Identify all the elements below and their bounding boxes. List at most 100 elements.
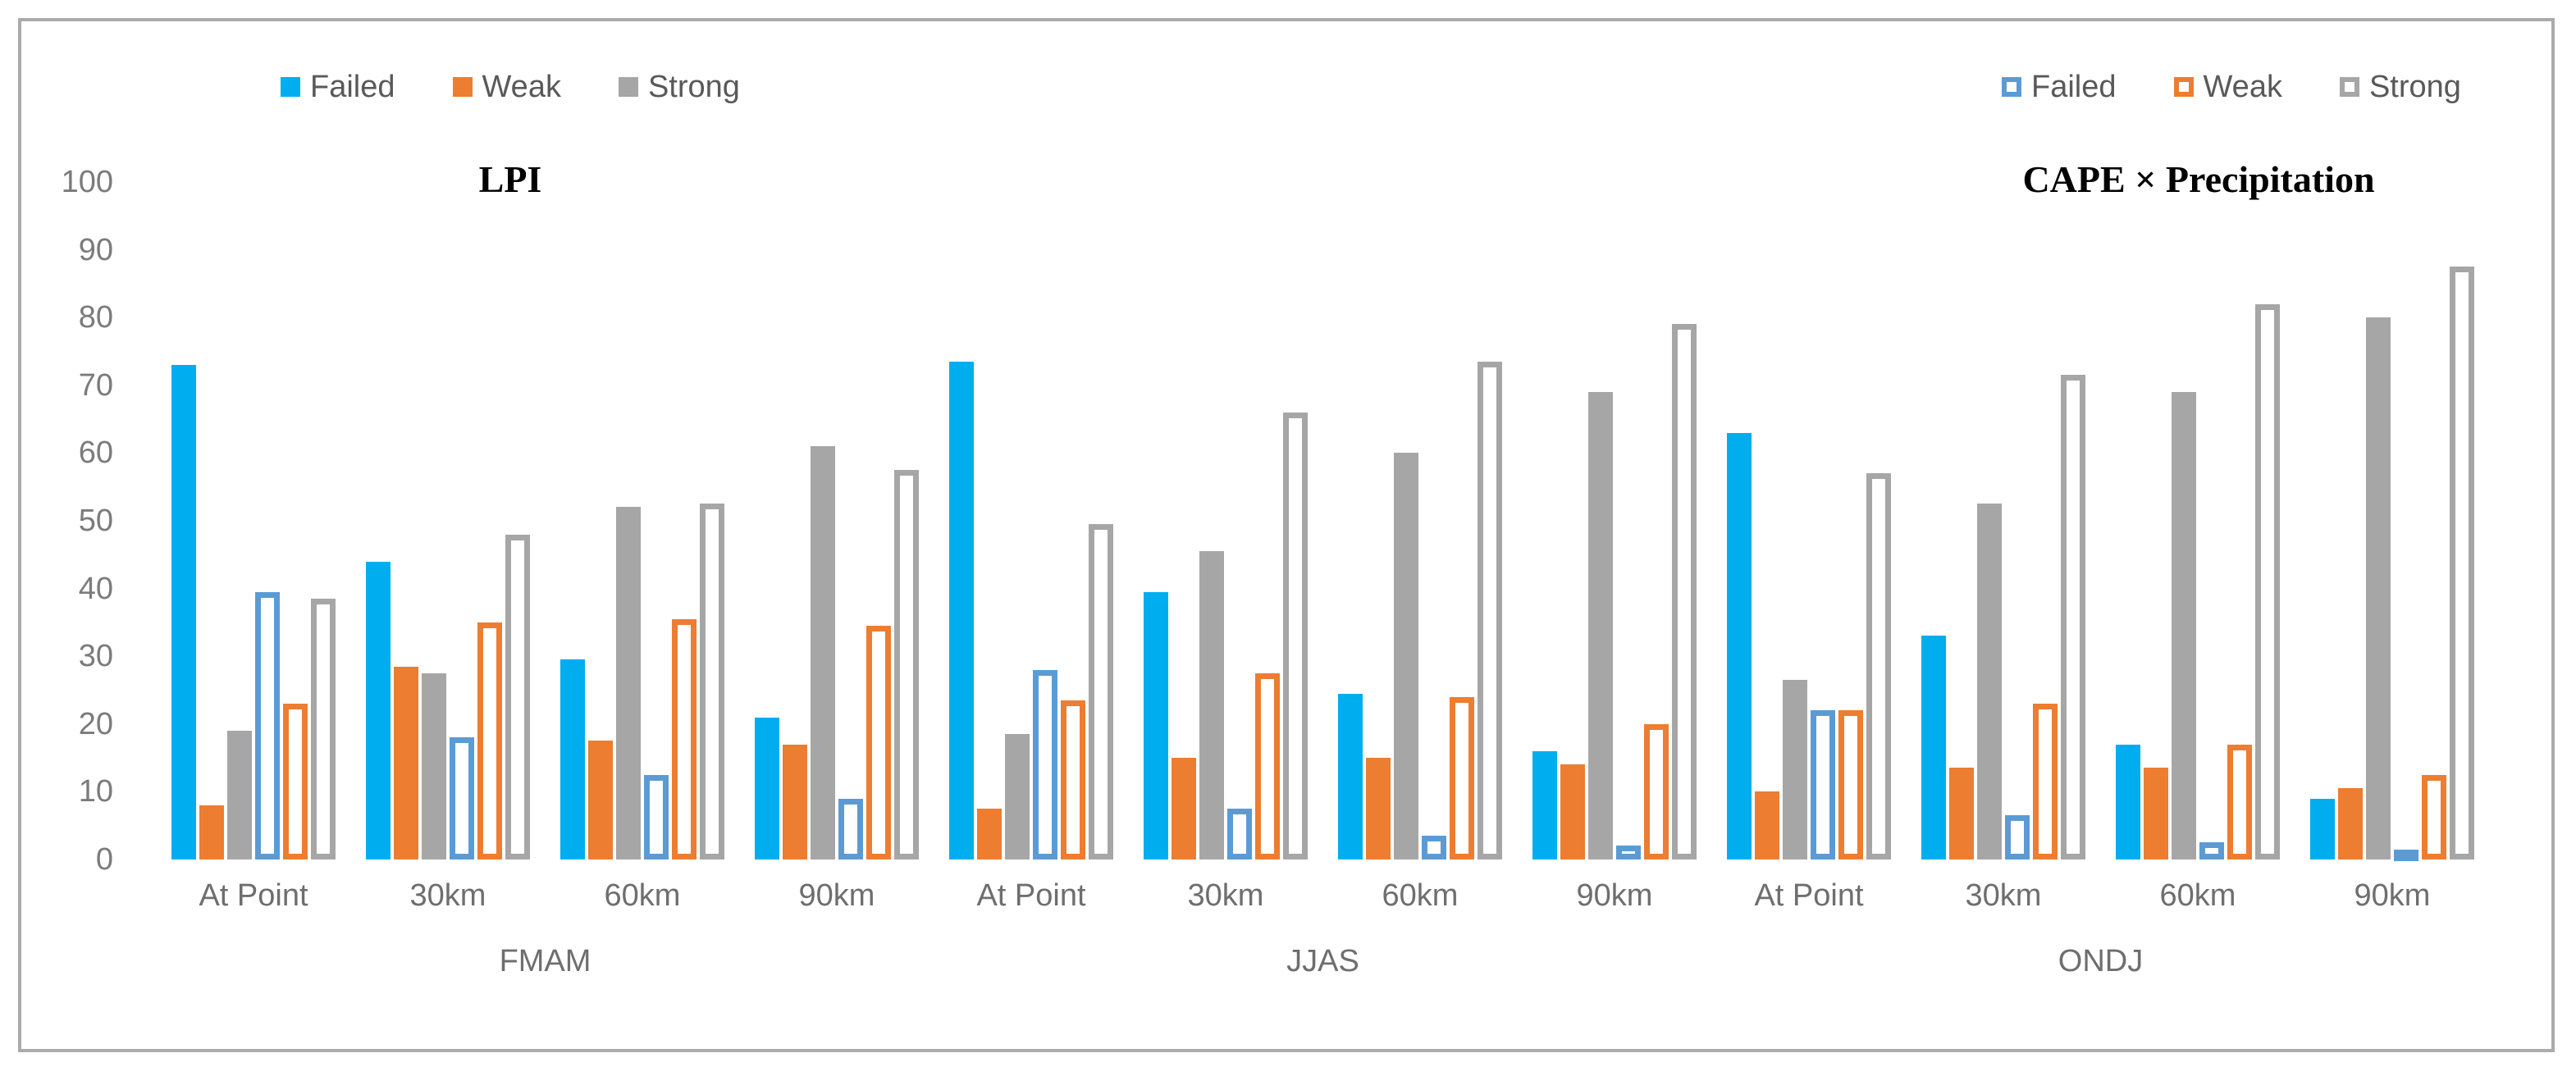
weak-solid-swatch-icon bbox=[452, 77, 473, 97]
bar-cape-precipitation-strong bbox=[1283, 413, 1308, 859]
bar-cape-precipitation-weak bbox=[477, 622, 502, 859]
y-tick-label: 40 bbox=[78, 571, 113, 606]
bar-lpi-strong bbox=[1394, 453, 1418, 859]
x-category-label: 60km bbox=[1382, 878, 1459, 913]
bar-cape-precipitation-failed bbox=[255, 592, 280, 859]
legend-lpi: Failed Weak Strong bbox=[281, 71, 740, 103]
season-label: ONDJ bbox=[2058, 944, 2144, 978]
bar-cape-precipitation-weak bbox=[1838, 710, 1863, 859]
x-category-label: At Point bbox=[1754, 878, 1864, 913]
bar-cape-precipitation-weak bbox=[1450, 697, 1474, 859]
bar-lpi-failed bbox=[755, 718, 779, 859]
bar-lpi-weak bbox=[2338, 788, 2363, 859]
bar-lpi-failed bbox=[2310, 799, 2335, 859]
y-tick-label: 0 bbox=[95, 842, 113, 877]
x-category-label: At Point bbox=[199, 878, 308, 913]
failed-solid-swatch-icon bbox=[281, 77, 300, 97]
legend-item-weak-outlined: Weak bbox=[2173, 70, 2282, 104]
bar-cape-precipitation-failed bbox=[838, 799, 863, 859]
bar-lpi-failed bbox=[2116, 745, 2140, 859]
panel-title-cape-precipitation: CAPE × Precipitation bbox=[2022, 158, 2375, 200]
bar-lpi-failed bbox=[1144, 592, 1168, 859]
bar-cape-precipitation-failed bbox=[1033, 670, 1057, 859]
bar-cape-precipitation-weak bbox=[2033, 704, 2058, 859]
y-tick-label: 80 bbox=[78, 300, 113, 335]
x-category-label: 90km bbox=[2354, 878, 2431, 913]
season-label: FMAM bbox=[499, 944, 591, 978]
bar-cape-precipitation-strong bbox=[1672, 324, 1697, 859]
bar-lpi-weak bbox=[1755, 791, 1779, 859]
bar-cape-precipitation-strong bbox=[1866, 473, 1891, 859]
bar-cape-precipitation-weak bbox=[1061, 700, 1085, 859]
legend-label: Failed bbox=[310, 70, 395, 104]
bar-lpi-failed bbox=[1727, 433, 1752, 859]
bar-lpi-weak bbox=[977, 809, 1002, 859]
bar-lpi-weak bbox=[1172, 758, 1196, 859]
bar-lpi-strong bbox=[1199, 551, 1224, 859]
y-tick-label: 30 bbox=[78, 639, 113, 674]
y-tick-label: 100 bbox=[61, 165, 113, 199]
bar-cape-precipitation-failed bbox=[1227, 809, 1252, 859]
bar-lpi-strong bbox=[811, 446, 835, 859]
bar-cape-precipitation-weak bbox=[866, 626, 891, 859]
bar-lpi-failed bbox=[171, 365, 196, 859]
bar-cape-precipitation-weak bbox=[2422, 775, 2446, 859]
legend-item-strong-outlined: Strong bbox=[2339, 70, 2461, 104]
bar-lpi-weak bbox=[1560, 764, 1585, 859]
bar-cape-precipitation-strong bbox=[311, 599, 336, 859]
y-tick-label: 70 bbox=[78, 367, 113, 403]
legend-cape-precipitation: Failed Weak Strong bbox=[2002, 71, 2461, 103]
bar-cape-precipitation-failed bbox=[1422, 836, 1446, 859]
bar-cape-precipitation-strong bbox=[2450, 267, 2474, 859]
legend-label: Weak bbox=[482, 70, 561, 104]
bar-cape-precipitation-strong bbox=[700, 504, 724, 859]
bar-lpi-failed bbox=[560, 659, 585, 859]
bar-cape-precipitation-strong bbox=[2255, 304, 2280, 859]
bar-lpi-failed bbox=[1921, 636, 1946, 859]
bar-cape-precipitation-weak bbox=[2227, 745, 2252, 859]
strong-outlined-swatch-icon bbox=[2339, 77, 2359, 97]
bar-lpi-strong bbox=[2172, 392, 2196, 859]
bar-cape-precipitation-weak bbox=[1255, 673, 1280, 859]
x-category-label: At Point bbox=[976, 878, 1086, 913]
x-category-label: 30km bbox=[1187, 878, 1264, 913]
y-tick-label: 60 bbox=[78, 435, 113, 471]
season-label: JJAS bbox=[1286, 944, 1359, 978]
bar-lpi-weak bbox=[199, 805, 224, 859]
bar-lpi-failed bbox=[1338, 694, 1363, 859]
bar-lpi-strong bbox=[2366, 317, 2391, 859]
bar-lpi-strong bbox=[1783, 680, 1807, 859]
legend-item-failed-solid: Failed bbox=[281, 71, 395, 103]
bar-lpi-failed bbox=[366, 562, 391, 859]
bar-lpi-weak bbox=[1366, 758, 1391, 859]
bar-cape-precipitation-strong bbox=[894, 470, 919, 859]
bar-lpi-strong bbox=[616, 507, 641, 859]
weak-outlined-swatch-icon bbox=[2173, 77, 2194, 97]
legend-label: Strong bbox=[2368, 70, 2461, 104]
x-category-label: 30km bbox=[1965, 878, 2042, 913]
bar-lpi-weak bbox=[1949, 768, 1974, 859]
legend-label: Weak bbox=[2203, 70, 2282, 104]
bar-lpi-weak bbox=[394, 667, 418, 859]
bar-lpi-strong bbox=[227, 731, 252, 859]
failed-outlined-swatch-icon bbox=[2002, 77, 2021, 97]
strong-solid-swatch-icon bbox=[618, 77, 638, 97]
y-tick-label: 20 bbox=[78, 706, 113, 741]
bar-cape-precipitation-failed bbox=[1616, 846, 1641, 859]
bar-lpi-strong bbox=[1977, 504, 2002, 859]
bar-cape-precipitation-strong bbox=[505, 535, 530, 859]
bar-cape-precipitation-failed bbox=[2005, 815, 2030, 859]
y-tick-label: 10 bbox=[78, 774, 113, 809]
bar-lpi-failed bbox=[949, 362, 974, 859]
y-tick-label: 90 bbox=[78, 232, 113, 267]
x-category-label: 60km bbox=[604, 878, 681, 913]
bar-cape-precipitation-failed bbox=[2394, 850, 2418, 861]
x-category-label: 90km bbox=[798, 878, 875, 913]
bar-cape-precipitation-failed bbox=[450, 737, 474, 859]
bar-cape-precipitation-weak bbox=[283, 704, 308, 859]
legend-item-failed-outlined: Failed bbox=[2002, 71, 2117, 103]
y-tick-label: 50 bbox=[78, 504, 113, 538]
bar-lpi-strong bbox=[1588, 392, 1613, 859]
bar-cape-precipitation-failed bbox=[1811, 710, 1835, 859]
